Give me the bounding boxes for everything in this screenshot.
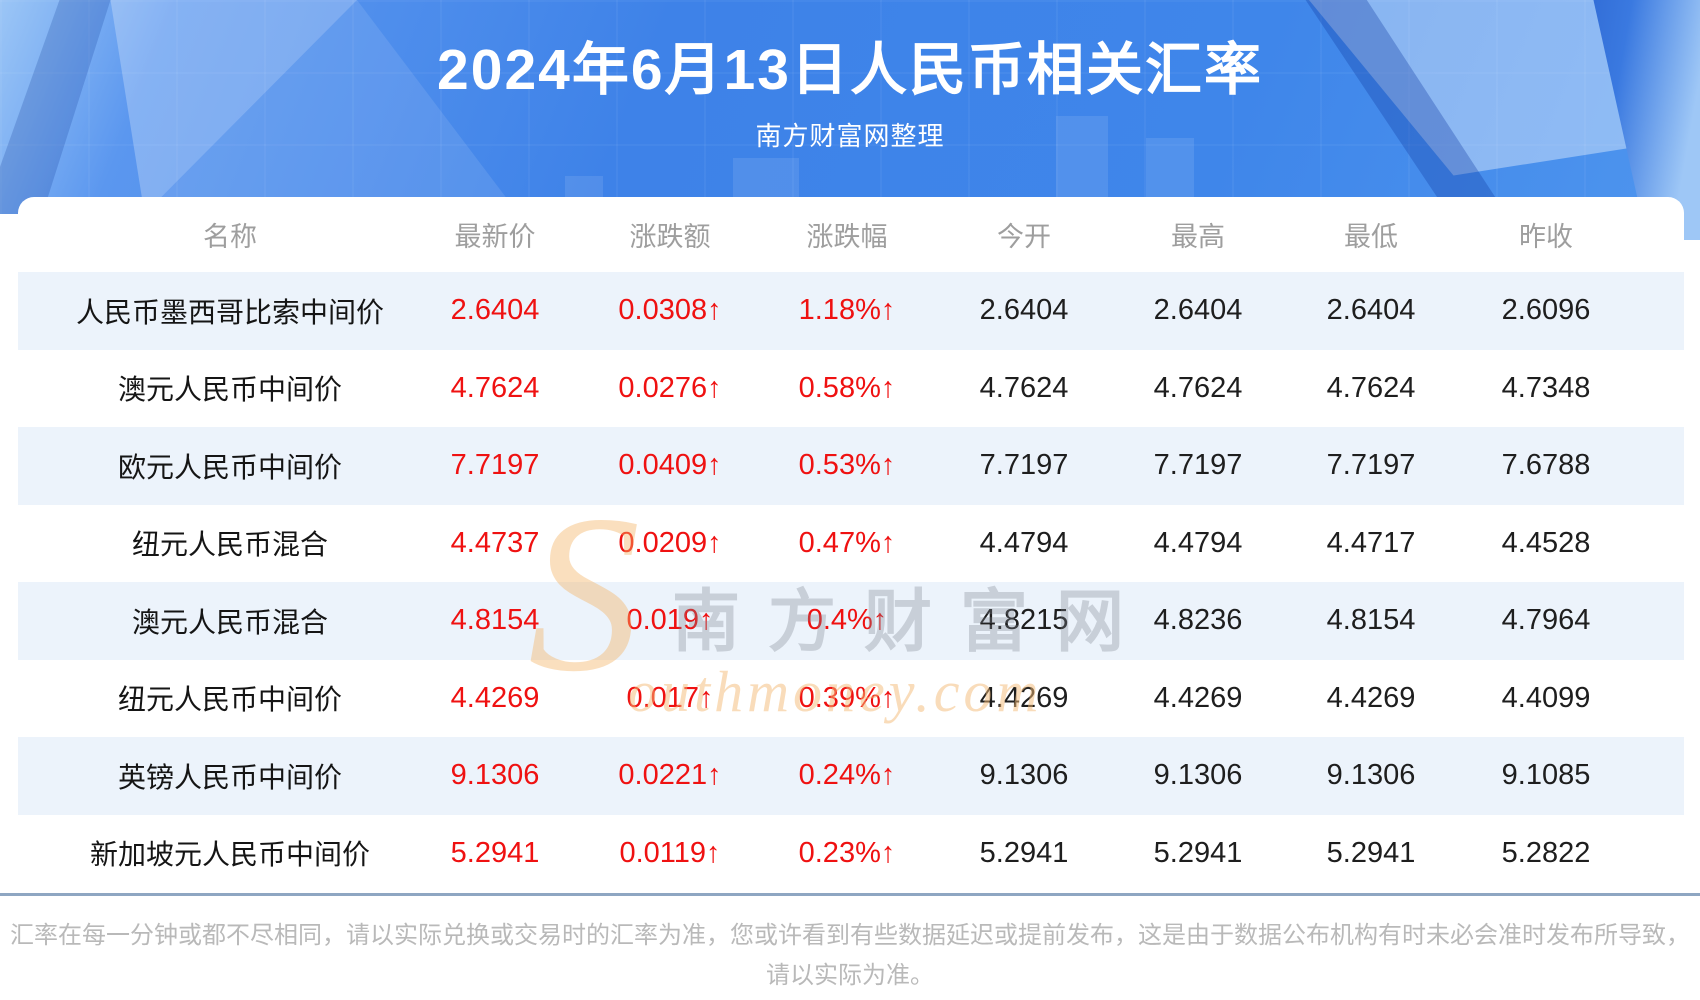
cell-prev-close: 4.4099 — [1501, 681, 1591, 714]
cell-low: 2.6404 — [1326, 294, 1416, 327]
cell-low: 4.7624 — [1326, 371, 1416, 404]
cell-low: 4.4717 — [1326, 526, 1416, 559]
cell-latest: 7.7197 — [450, 449, 540, 482]
cell-open: 7.7197 — [979, 449, 1069, 482]
cell-latest: 4.4737 — [450, 526, 540, 559]
table-body: 人民币墨西哥比索中间价 2.6404 0.0308↑ 1.18%↑ 2.6404 2.64… — [18, 272, 1684, 892]
cell-prev-close: 2.6096 — [1501, 294, 1591, 327]
rates-table-card: 名称 最新价 涨跌额 涨跌幅 今开 最高 最低 昨收 人民币墨西哥比索中间价 2.… — [18, 197, 1684, 893]
cell-latest: 2.6404 — [450, 294, 540, 327]
cell-latest: 4.4269 — [450, 681, 540, 714]
column-header-prev-close: 昨收 — [1519, 222, 1573, 252]
footer-disclaimer: 汇率在每一分钟或都不尽相同，请以实际兑换或交易时的汇率为准，您或许看到有些数据延… — [0, 916, 1700, 996]
cell-name: 英镑人民币中间价 — [117, 761, 342, 793]
page-title: 2024年6月13日人民币相关汇率 — [437, 38, 1263, 102]
column-header-low: 最低 — [1344, 222, 1398, 252]
cell-prev-close: 4.7964 — [1501, 604, 1591, 637]
column-header-latest: 最新价 — [454, 222, 536, 252]
cell-open: 9.1306 — [979, 759, 1069, 792]
cell-prev-close: 7.6788 — [1501, 449, 1591, 482]
table-row: 人民币墨西哥比索中间价 2.6404 0.0308↑ 1.18%↑ 2.6404 2.64… — [18, 272, 1684, 350]
cell-change-pct: 0.53%↑ — [798, 449, 896, 482]
cell-change-pct: 0.24%↑ — [798, 759, 896, 792]
cell-change: 0.0308↑ — [618, 294, 722, 327]
cell-high: 4.7624 — [1153, 371, 1243, 404]
table-row: 新加坡元人民币中间价 5.2941 0.0119↑ 0.23%↑ 5.2941 5.294… — [18, 815, 1684, 893]
cell-high: 7.7197 — [1153, 449, 1243, 482]
cell-high: 2.6404 — [1153, 294, 1243, 327]
table-row: 纽元人民币中间价 4.4269 0.017↑ 0.39%↑ 4.4269 4.4269 4.… — [18, 660, 1684, 738]
table-row: 欧元人民币中间价 7.7197 0.0409↑ 0.53%↑ 7.7197 7.7197 7… — [18, 427, 1684, 505]
column-header-high: 最高 — [1171, 222, 1225, 252]
cell-latest: 9.1306 — [450, 759, 540, 792]
cell-change: 0.019↑ — [626, 604, 714, 637]
cell-open: 4.8215 — [979, 604, 1069, 637]
cell-open: 5.2941 — [979, 836, 1069, 869]
cell-name: 澳元人民币中间价 — [117, 374, 342, 406]
cell-open: 4.4794 — [979, 526, 1069, 559]
cell-change-pct: 0.39%↑ — [798, 681, 896, 714]
cell-change-pct: 0.58%↑ — [798, 371, 896, 404]
cell-name: 人民币墨西哥比索中间价 — [75, 296, 384, 328]
footer-line-1: 汇率在每一分钟或都不尽相同，请以实际兑换或交易时的汇率为准，您或许看到有些数据延… — [10, 922, 1690, 949]
column-header-change: 涨跌额 — [629, 222, 711, 252]
cell-open: 2.6404 — [979, 294, 1069, 327]
cell-prev-close: 9.1085 — [1501, 759, 1591, 792]
cell-low: 4.8154 — [1326, 604, 1416, 637]
table-header-row: 名称 最新价 涨跌额 涨跌幅 今开 最高 最低 昨收 — [18, 197, 1684, 272]
cell-change: 0.0409↑ — [618, 449, 722, 482]
cell-name: 欧元人民币中间价 — [117, 451, 342, 483]
cell-high: 4.4794 — [1153, 526, 1243, 559]
cell-change: 0.017↑ — [626, 681, 714, 714]
cell-change-pct: 1.18%↑ — [798, 294, 896, 327]
cell-change: 0.0209↑ — [618, 526, 722, 559]
cell-open: 4.7624 — [979, 371, 1069, 404]
cell-high: 5.2941 — [1153, 836, 1243, 869]
cell-low: 4.4269 — [1326, 681, 1416, 714]
cell-low: 7.7197 — [1326, 449, 1416, 482]
cell-high: 9.1306 — [1153, 759, 1243, 792]
cell-change: 0.0119↑ — [619, 836, 721, 869]
cell-name: 澳元人民币混合 — [131, 606, 328, 638]
cell-prev-close: 4.4528 — [1501, 526, 1591, 559]
cell-change-pct: 0.47%↑ — [798, 526, 896, 559]
table-row: 纽元人民币混合 4.4737 0.0209↑ 0.47%↑ 4.4794 4.4794 4.… — [18, 505, 1684, 583]
column-header-change-pct: 涨跌幅 — [806, 222, 888, 252]
column-header-open: 今开 — [997, 222, 1051, 252]
cell-high: 4.4269 — [1153, 681, 1243, 714]
cell-latest: 5.2941 — [450, 836, 540, 869]
footer-line-2: 请以实际为准。 — [766, 962, 934, 989]
cell-low: 9.1306 — [1326, 759, 1416, 792]
table-row: 英镑人民币中间价 9.1306 0.0221↑ 0.24%↑ 9.1306 9.1306 9… — [18, 737, 1684, 815]
table-row: 澳元人民币混合 4.8154 0.019↑ 0.4%↑ 4.8215 4.8236 4.81… — [18, 582, 1684, 660]
column-header-name: 名称 — [203, 222, 257, 252]
cell-open: 4.4269 — [979, 681, 1069, 714]
cell-high: 4.8236 — [1153, 604, 1243, 637]
cell-low: 5.2941 — [1326, 836, 1416, 869]
cell-prev-close: 5.2822 — [1501, 836, 1591, 869]
cell-change: 0.0276↑ — [618, 371, 722, 404]
cell-change-pct: 0.4%↑ — [806, 604, 888, 637]
cell-name: 新加坡元人民币中间价 — [89, 839, 370, 871]
cell-latest: 4.8154 — [450, 604, 540, 637]
cell-prev-close: 4.7348 — [1501, 371, 1591, 404]
banner-grid-pattern — [0, 0, 1700, 214]
footer-divider — [0, 893, 1700, 896]
table-row: 澳元人民币中间价 4.7624 0.0276↑ 0.58%↑ 4.7624 4.7624 4… — [18, 350, 1684, 428]
page-subtitle: 南方财富网整理 — [755, 121, 945, 151]
cell-change: 0.0221↑ — [618, 759, 722, 792]
cell-name: 纽元人民币混合 — [131, 529, 328, 561]
cell-change-pct: 0.23%↑ — [798, 836, 896, 869]
cell-name: 纽元人民币中间价 — [117, 684, 342, 716]
cell-latest: 4.7624 — [450, 371, 540, 404]
